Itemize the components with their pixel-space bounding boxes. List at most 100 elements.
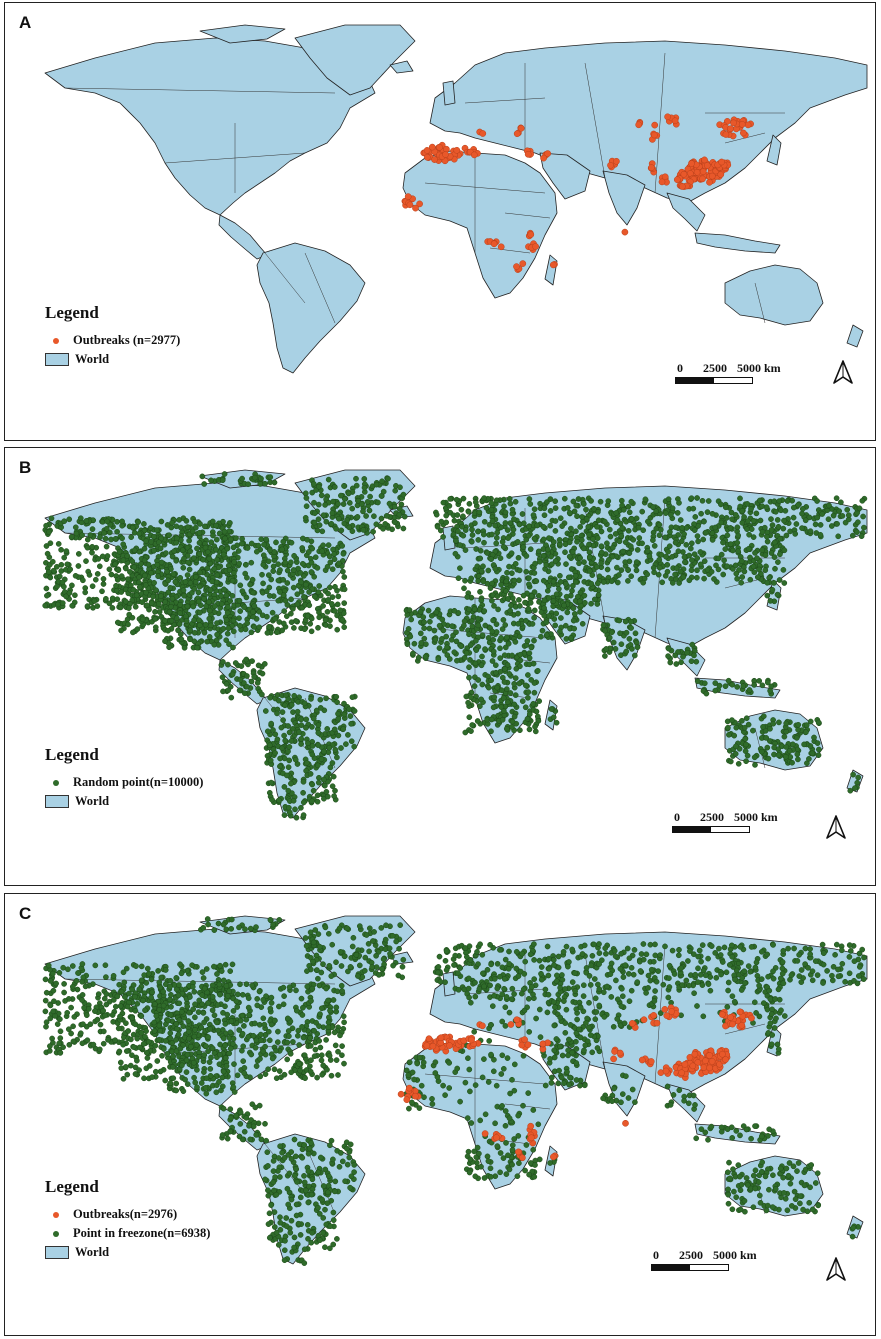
random-point bbox=[739, 508, 746, 514]
random-point bbox=[308, 628, 315, 635]
random-point bbox=[506, 495, 513, 502]
random-point bbox=[302, 514, 309, 521]
random-point bbox=[511, 713, 518, 720]
random-point bbox=[491, 603, 497, 609]
random-point bbox=[623, 629, 630, 636]
random-point bbox=[686, 552, 693, 559]
random-point bbox=[152, 624, 159, 631]
random-point bbox=[309, 545, 316, 552]
random-point bbox=[110, 972, 117, 979]
random-point bbox=[285, 764, 292, 771]
random-point bbox=[143, 1028, 149, 1034]
random-point bbox=[316, 609, 322, 616]
random-point bbox=[187, 627, 194, 634]
random-point bbox=[288, 539, 295, 546]
random-point bbox=[324, 563, 331, 570]
random-point bbox=[281, 732, 287, 739]
random-point bbox=[293, 987, 299, 994]
random-point bbox=[300, 789, 306, 796]
random-point bbox=[622, 618, 629, 625]
random-point bbox=[282, 559, 289, 566]
random-point bbox=[669, 505, 676, 512]
random-point bbox=[461, 622, 467, 629]
random-points-layer bbox=[42, 916, 867, 1266]
random-point bbox=[750, 517, 757, 524]
random-point bbox=[781, 517, 787, 524]
random-point bbox=[166, 608, 173, 615]
random-point bbox=[274, 629, 280, 636]
random-point bbox=[276, 1068, 283, 1074]
random-point bbox=[133, 592, 140, 599]
random-point bbox=[516, 603, 523, 609]
random-point bbox=[176, 621, 183, 627]
legend-title: Legend bbox=[45, 745, 99, 764]
random-point bbox=[300, 1034, 307, 1041]
random-point bbox=[191, 617, 197, 624]
random-point bbox=[162, 638, 168, 645]
random-point bbox=[620, 548, 626, 555]
random-point bbox=[214, 572, 221, 579]
random-point bbox=[319, 548, 325, 555]
random-point bbox=[281, 784, 288, 790]
random-point bbox=[290, 567, 297, 573]
random-point bbox=[143, 1049, 150, 1056]
random-point bbox=[440, 627, 447, 634]
random-point bbox=[443, 512, 450, 519]
random-point bbox=[103, 1001, 110, 1008]
random-point bbox=[315, 729, 322, 736]
outbreak-point bbox=[673, 176, 681, 184]
random-point bbox=[585, 523, 592, 530]
random-point bbox=[69, 582, 75, 589]
random-point bbox=[253, 548, 260, 555]
random-point bbox=[510, 526, 517, 533]
random-point bbox=[543, 632, 550, 638]
random-point bbox=[426, 625, 433, 632]
random-point bbox=[386, 500, 393, 507]
random-point bbox=[815, 719, 822, 726]
scale-label: 2500 bbox=[700, 810, 724, 824]
random-point bbox=[169, 553, 176, 560]
random-point bbox=[213, 536, 220, 543]
random-point bbox=[705, 498, 712, 504]
random-point bbox=[523, 536, 530, 543]
random-point bbox=[546, 535, 552, 541]
random-point bbox=[141, 1075, 147, 1082]
map-panel-c: C Legend Outbreaks(n=2976) Point in free… bbox=[4, 893, 876, 1336]
random-point bbox=[317, 696, 324, 703]
random-point bbox=[489, 628, 496, 635]
random-point bbox=[214, 620, 220, 626]
random-point bbox=[597, 498, 604, 505]
random-point bbox=[63, 548, 70, 554]
random-point bbox=[478, 662, 485, 669]
random-point bbox=[200, 975, 207, 981]
random-point bbox=[316, 483, 322, 490]
random-point bbox=[665, 645, 672, 652]
random-point bbox=[261, 661, 268, 667]
random-point bbox=[535, 548, 542, 555]
random-point bbox=[61, 554, 68, 561]
random-point bbox=[836, 508, 843, 514]
random-point bbox=[256, 988, 263, 995]
random-point bbox=[100, 576, 107, 582]
random-point bbox=[488, 556, 495, 562]
random-point bbox=[511, 516, 517, 523]
random-point bbox=[559, 523, 565, 529]
random-point bbox=[580, 519, 586, 525]
random-point bbox=[608, 578, 615, 585]
random-point bbox=[167, 977, 174, 984]
random-point bbox=[508, 550, 515, 557]
random-point bbox=[229, 671, 236, 678]
random-point bbox=[157, 545, 164, 552]
outbreak-point bbox=[517, 124, 525, 132]
random-point bbox=[417, 630, 424, 637]
scale-label: 5000 km bbox=[737, 361, 781, 375]
random-point bbox=[61, 989, 67, 996]
random-point bbox=[507, 500, 514, 507]
random-point bbox=[504, 699, 511, 706]
random-point bbox=[826, 502, 832, 509]
random-point bbox=[557, 578, 564, 585]
random-point bbox=[525, 689, 532, 695]
random-point bbox=[435, 656, 442, 663]
random-point bbox=[117, 604, 124, 611]
random-point bbox=[544, 587, 551, 594]
